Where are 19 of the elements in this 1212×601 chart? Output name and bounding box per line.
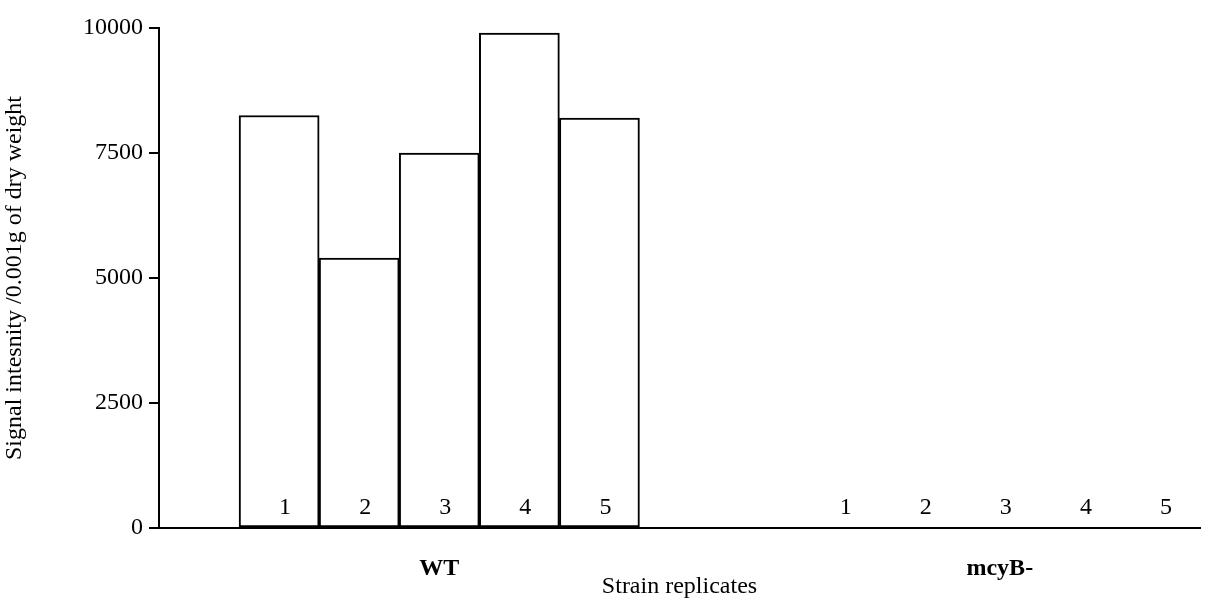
- x-tick-label: 2: [919, 493, 932, 519]
- x-axis-title: Strain replicates: [601, 571, 758, 598]
- y-tick-label: 5000: [95, 263, 143, 290]
- x-tick-label: 5: [599, 493, 612, 519]
- y-tick-label: 7500: [95, 138, 143, 165]
- x-tick-label: 1: [839, 493, 852, 519]
- y-tick-label: 0: [131, 513, 143, 540]
- x-tick-label: 5: [1159, 493, 1172, 519]
- text: mcyB-: [966, 554, 1034, 580]
- y-tick-label: 10000: [83, 13, 143, 40]
- text: WT: [419, 554, 460, 580]
- y-axis-title: Signal intesnity /0.001g of dry weight: [0, 95, 26, 460]
- x-tick-label: 3: [439, 493, 452, 519]
- x-tick-label: 1: [279, 493, 292, 519]
- x-tick-label: 4: [519, 493, 532, 519]
- y-tick-label: 2500: [95, 388, 143, 415]
- x-tick-label: 3: [999, 493, 1012, 519]
- x-tick-label: 2: [359, 493, 372, 519]
- x-tick-label: 4: [1079, 493, 1092, 519]
